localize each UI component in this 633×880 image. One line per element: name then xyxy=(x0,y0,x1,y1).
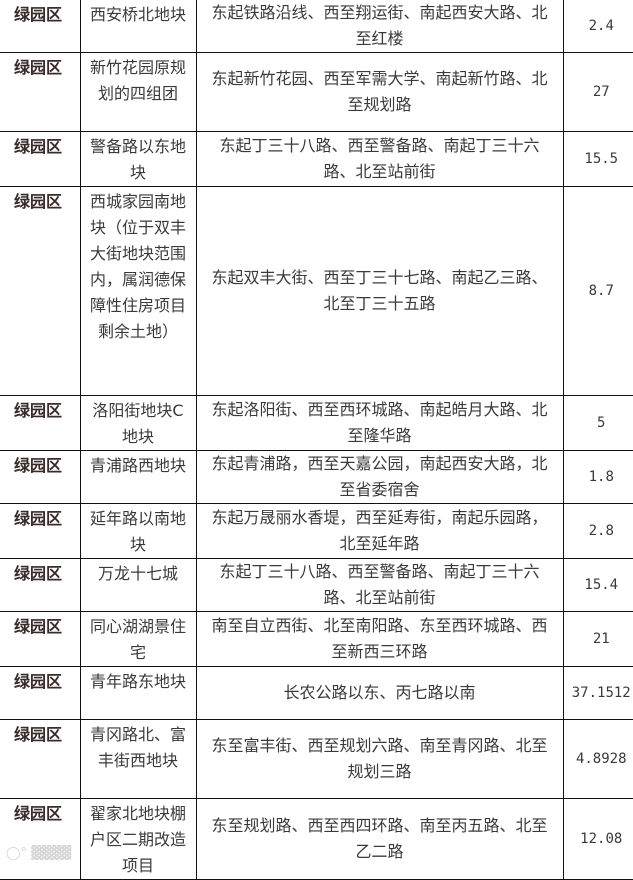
district-cell: 绿园区 xyxy=(0,131,81,187)
parcel-name-cell: 西城家园南地块（位于双丰大街地块范围内，属润德保障性住房项目剩余土地） xyxy=(79,186,197,396)
district-cell: 绿园区 xyxy=(0,0,81,53)
parcel-name-cell: 翟家北地块棚户区二期改造项目 xyxy=(79,798,197,880)
boundary-cell: 东起青浦路，西至天嘉公园，南起西安大路，北至省委宿舍 xyxy=(195,450,564,504)
area-cell: 37.1512 xyxy=(562,666,633,720)
table-row: 绿园区 青浦路西地块 东起青浦路，西至天嘉公园，南起西安大路，北至省委宿舍 1.8 xyxy=(0,450,633,504)
area-cell: 27 xyxy=(562,52,633,132)
boundary-cell: 长农公路以东、丙七路以南 xyxy=(195,666,564,720)
district-cell: 绿园区 xyxy=(0,666,81,720)
district-cell: 绿园区 xyxy=(0,719,81,799)
table-row: 绿园区 青年路东地块 长农公路以东、丙七路以南 37.1512 xyxy=(0,666,633,720)
table-row: 绿园区 西安桥北地块 东起铁路沿线、西至翔运街、南起西安大路、北至红楼 2.4 xyxy=(0,0,633,53)
district-cell: 绿园区 xyxy=(0,798,81,880)
boundary-cell: 东起双丰大街、西至丁三十七路、南起乙三路、北至丁三十五路 xyxy=(195,186,564,396)
district-cell: 绿园区 xyxy=(0,450,81,504)
area-cell: 12.08 xyxy=(562,798,633,880)
boundary-cell: 东起丁三十八路、西至警备路、南起丁三十六路、北至站前街 xyxy=(195,558,564,612)
table-row: 绿园区 西城家园南地块（位于双丰大街地块范围内，属润德保障性住房项目剩余土地） 东起… xyxy=(0,186,633,396)
district-cell: 绿园区 xyxy=(0,558,81,612)
area-cell: 8.7 xyxy=(562,186,633,396)
parcel-name-cell: 延年路以南地块 xyxy=(79,503,197,559)
table-row: 绿园区 万龙十七城 东起丁三十八路、西至警备路、南起丁三十六路、北至站前街 15.4 xyxy=(0,558,633,612)
table-row: 绿园区 洛阳街地块C地块 东起洛阳街、西至西环城路、南起皓月大路、北至隆华路 5 xyxy=(0,395,633,451)
table-row: 绿园区 翟家北地块棚户区二期改造项目 东至规划路、西至西四环路、南至丙五路、北至乙二… xyxy=(0,798,633,880)
area-cell: 1.8 xyxy=(562,450,633,504)
boundary-cell: 东起洛阳街、西至西环城路、南起皓月大路、北至隆华路 xyxy=(195,395,564,451)
district-cell: 绿园区 xyxy=(0,611,81,667)
parcel-name-cell: 青年路东地块 xyxy=(79,666,197,720)
table-row: 绿园区 警备路以东地块 东起丁三十八路、西至警备路、南起丁三十六路、北至站前街 15.… xyxy=(0,131,633,187)
district-cell: 绿园区 xyxy=(0,186,81,396)
watermark-logo: ◯° ▓▓▓▓ xyxy=(6,846,72,861)
boundary-cell: 东起新竹花园、西至军需大学、南起新竹路、北至规划路 xyxy=(195,52,564,132)
district-cell: 绿园区 xyxy=(0,395,81,451)
district-cell: 绿园区 xyxy=(0,503,81,559)
boundary-cell: 南至自立西街、北至南阳路、东至西环城路、西至新西三环路 xyxy=(195,611,564,667)
area-cell: 2.4 xyxy=(562,0,633,53)
area-cell: 5 xyxy=(562,395,633,451)
parcel-name-cell: 西安桥北地块 xyxy=(79,0,197,53)
area-cell: 4.8928 xyxy=(562,719,633,799)
parcel-name-cell: 洛阳街地块C地块 xyxy=(79,395,197,451)
area-cell: 15.4 xyxy=(562,558,633,612)
area-cell: 2.8 xyxy=(562,503,633,559)
parcel-name-cell: 警备路以东地块 xyxy=(79,131,197,187)
boundary-cell: 东起万晟丽水香堤，西至延寿街，南起乐园路，北至延年路 xyxy=(195,503,564,559)
table-row: 绿园区 新竹花园原规划的四组团 东起新竹花园、西至军需大学、南起新竹路、北至规划路 2… xyxy=(0,52,633,132)
table-row: 绿园区 同心湖湖景住宅 南至自立西街、北至南阳路、东至西环城路、西至新西三环路 21 xyxy=(0,611,633,667)
parcel-name-cell: 青浦路西地块 xyxy=(79,450,197,504)
table-row: 绿园区 延年路以南地块 东起万晟丽水香堤，西至延寿街，南起乐园路，北至延年路 2.8 xyxy=(0,503,633,559)
boundary-cell: 东起丁三十八路、西至警备路、南起丁三十六路、北至站前街 xyxy=(195,131,564,187)
boundary-cell: 东至富丰街、西至规划六路、南至青冈路、北至规划三路 xyxy=(195,719,564,799)
boundary-cell: 东起铁路沿线、西至翔运街、南起西安大路、北至红楼 xyxy=(195,0,564,53)
area-cell: 21 xyxy=(562,611,633,667)
parcel-name-cell: 万龙十七城 xyxy=(79,558,197,612)
parcel-name-cell: 新竹花园原规划的四组团 xyxy=(79,52,197,132)
table-row: 绿园区 青冈路北、富丰街西地块 东至富丰街、西至规划六路、南至青冈路、北至规划三路 4… xyxy=(0,719,633,799)
boundary-cell: 东至规划路、西至西四环路、南至丙五路、北至乙二路 xyxy=(195,798,564,880)
district-cell: 绿园区 xyxy=(0,52,81,132)
parcel-name-cell: 同心湖湖景住宅 xyxy=(79,611,197,667)
parcel-name-cell: 青冈路北、富丰街西地块 xyxy=(79,719,197,799)
area-cell: 15.5 xyxy=(562,131,633,187)
